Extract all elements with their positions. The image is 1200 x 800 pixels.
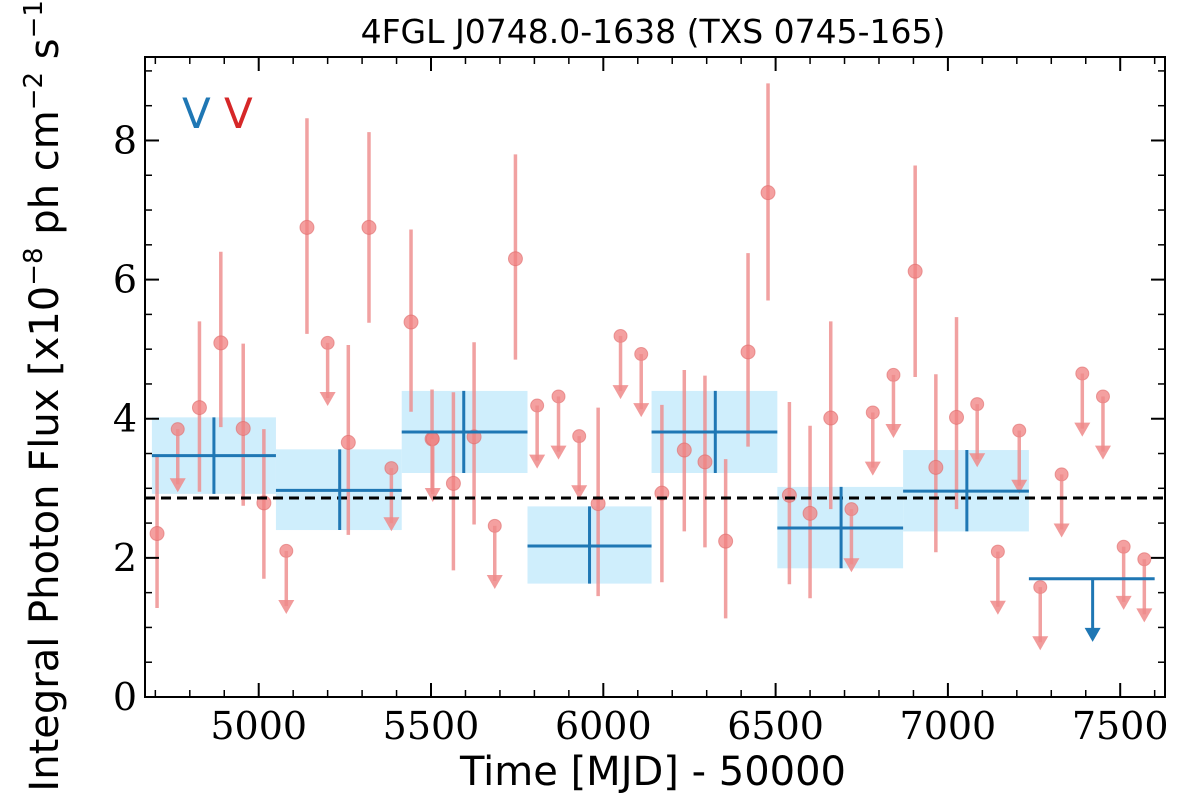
axes-frame: 5000 5500 6000 6500 7000 7500 0 2 4 6 8 [113, 56, 1169, 748]
fine-point [760, 185, 776, 201]
y-tick-label: 6 [113, 258, 137, 302]
fine-upper-limit-arrow [529, 454, 546, 469]
fine-point [823, 410, 839, 426]
fine-upper-limit-arrow [1032, 636, 1049, 651]
fine-upper-limit-arrow [169, 478, 186, 493]
fine-point [191, 400, 207, 416]
fine-upper-limit-arrow [571, 485, 588, 500]
fine-point [907, 263, 923, 279]
y-tick-label: 2 [113, 536, 137, 580]
y-axis-label-part2: ph cm [22, 110, 68, 247]
fine-point [361, 219, 377, 235]
fine-point [213, 335, 229, 351]
y-axis-label-part3: s [22, 38, 68, 72]
fine-point [802, 505, 818, 521]
fine-bin-points [149, 83, 1153, 651]
fine-upper-limit-arrow [1136, 608, 1153, 623]
fine-point [676, 442, 692, 458]
fine-point [781, 487, 797, 503]
x-tick-label: 5000 [210, 704, 307, 748]
fine-upper-limit-arrow [486, 575, 503, 589]
fine-upper-limit-arrow [319, 392, 336, 407]
fine-point [507, 251, 523, 267]
x-tick-label: 7000 [900, 704, 997, 748]
legend-entry-fine: V [224, 89, 253, 138]
legend: V V [182, 89, 253, 138]
fine-upper-limit-arrow [633, 403, 650, 418]
y-axis-label: Integral Photon Flux [x10−8 ph cm−2 s−1] [19, 0, 68, 792]
fine-point [340, 434, 356, 450]
fine-upper-limit-arrow [1011, 479, 1028, 494]
fine-upper-limit-arrow [612, 385, 629, 400]
y-tick-label: 0 [113, 675, 137, 719]
fine-upper-limit-arrow [885, 424, 902, 439]
fine-upper-limit-arrow [989, 600, 1006, 615]
y-axis-label-exp2: −2 [19, 72, 49, 110]
x-axis-label: Time [MJD] - 50000 [459, 749, 846, 795]
fine-point [235, 420, 251, 436]
fine-upper-limit-arrow [278, 600, 295, 615]
fine-point [949, 409, 965, 425]
fine-upper-limit-arrow [1094, 445, 1111, 460]
fine-point [697, 454, 713, 470]
fine-upper-limit-arrow [843, 558, 860, 573]
legend-entry-coarse: V [182, 89, 211, 138]
y-axis-label-part1: Integral Photon Flux [x10 [22, 286, 68, 792]
fine-upper-limit-arrow [1115, 595, 1132, 610]
coarse-upper-limit-arrow [1084, 627, 1101, 642]
fine-point [149, 526, 165, 542]
fine-point [403, 314, 419, 330]
coarse-bin-points [151, 390, 1155, 642]
fine-upper-limit-arrow [550, 445, 567, 460]
fine-upper-limit-arrow [424, 488, 441, 503]
fine-upper-limit-arrow [864, 461, 881, 476]
chart-title: 4FGL J0748.0-1638 (TXS 0745-165) [361, 12, 946, 51]
plot-frame [144, 56, 1166, 698]
fine-point [740, 344, 756, 360]
x-tick-label: 6000 [555, 704, 652, 748]
fine-upper-limit-arrow [969, 453, 986, 468]
fine-upper-limit-arrow [383, 517, 400, 532]
y-axis-label-exp1: −8 [19, 247, 49, 285]
fine-point [445, 475, 461, 491]
fine-point [928, 459, 944, 475]
y-tick-label: 4 [113, 397, 137, 441]
x-tick-label: 5500 [383, 704, 480, 748]
fine-point [299, 219, 315, 235]
y-axis-label-exp3: −1 [19, 0, 49, 38]
fine-upper-limit-arrow [1053, 523, 1070, 538]
y-tick-label: 8 [113, 118, 137, 162]
x-tick-label: 7500 [1072, 704, 1169, 748]
fine-point [718, 533, 734, 549]
x-tick-label: 6500 [727, 704, 824, 748]
fine-upper-limit-arrow [1074, 422, 1091, 437]
